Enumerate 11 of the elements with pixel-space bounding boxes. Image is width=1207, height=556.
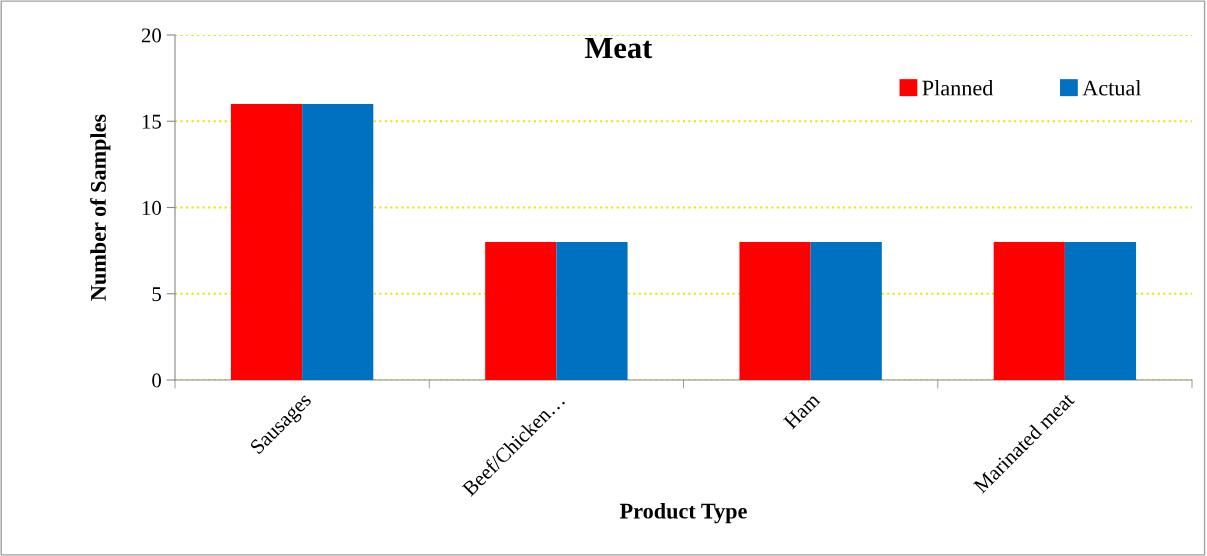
y-tick-label: 10 <box>142 200 162 215</box>
x-axis-title: Product Type <box>619 502 747 524</box>
y-tick-label: 0 <box>152 373 162 388</box>
legend-label: Actual <box>1082 79 1142 96</box>
y-axis-title: Number of Samples <box>90 114 111 301</box>
chart-title: Meat <box>585 37 653 59</box>
legend-label: Planned <box>922 79 994 96</box>
y-tick-label: 15 <box>142 114 161 129</box>
y-tick-label: 5 <box>152 287 161 302</box>
x-tick-label: Ham <box>782 391 821 430</box>
y-tick-label: 20 <box>141 28 162 43</box>
